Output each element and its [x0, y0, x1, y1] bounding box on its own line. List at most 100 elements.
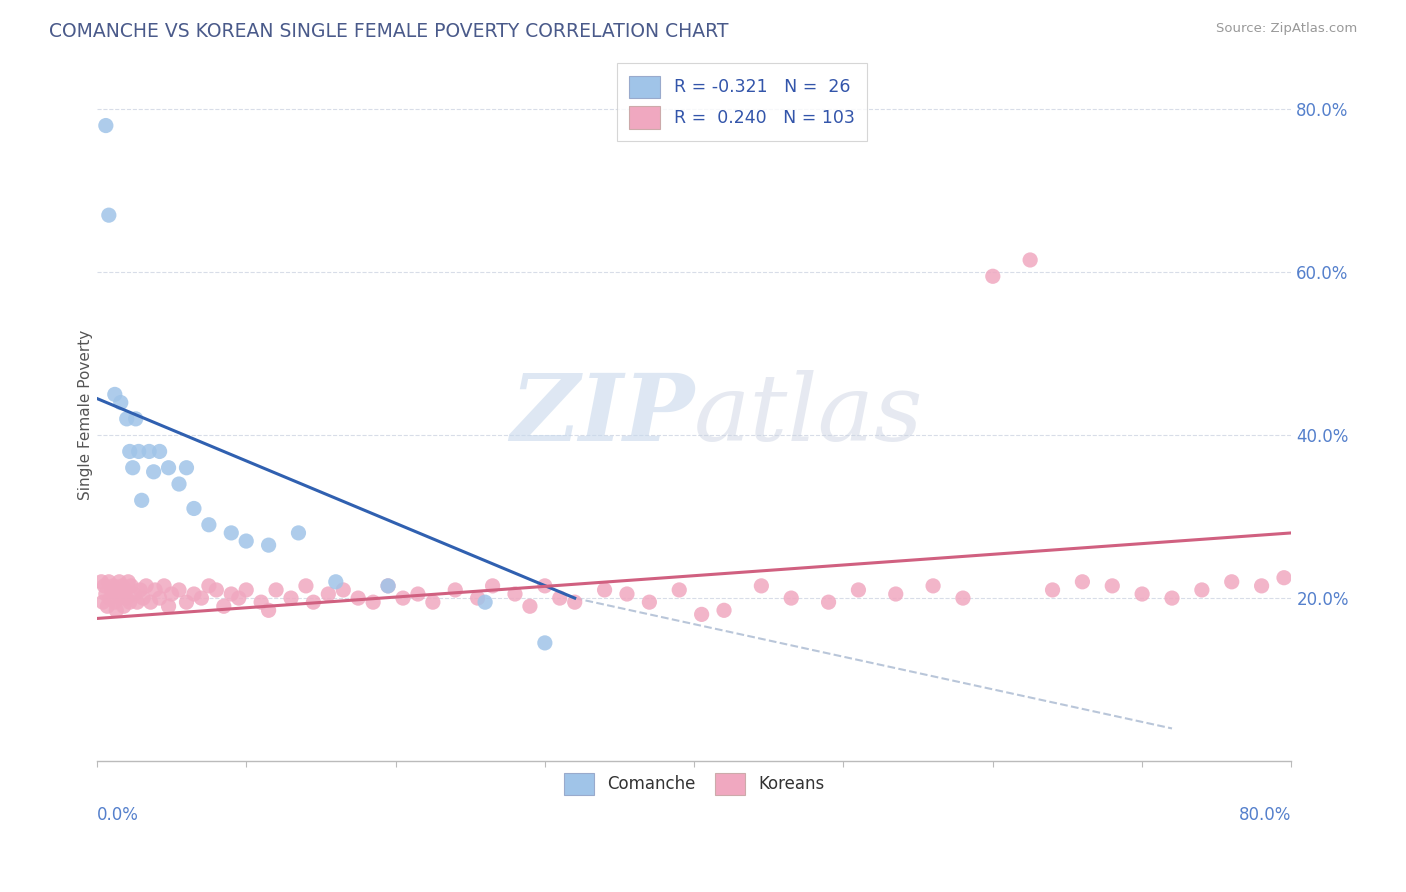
Point — [176, 460, 198, 475]
Point — [235, 582, 257, 597]
Point — [1340, 595, 1362, 609]
Text: COMANCHE VS KOREAN SINGLE FEMALE POVERTY CORRELATION CHART: COMANCHE VS KOREAN SINGLE FEMALE POVERTY… — [49, 22, 728, 41]
Point — [101, 582, 124, 597]
Point — [534, 636, 557, 650]
Point — [780, 591, 803, 606]
Point — [219, 525, 242, 540]
Point — [93, 579, 115, 593]
Text: ZIP: ZIP — [510, 370, 695, 459]
Point — [548, 591, 571, 606]
Point — [952, 591, 974, 606]
Point — [1272, 571, 1295, 585]
Point — [167, 477, 190, 491]
Point — [105, 603, 128, 617]
Text: 0.0%: 0.0% — [97, 805, 139, 824]
Point — [503, 587, 526, 601]
Point — [157, 599, 180, 614]
Point — [103, 579, 125, 593]
Point — [160, 587, 183, 601]
Point — [1130, 587, 1153, 601]
Point — [128, 444, 150, 458]
Point — [104, 387, 127, 401]
Point — [97, 574, 120, 589]
Point — [122, 587, 145, 601]
Point — [668, 582, 690, 597]
Point — [91, 595, 114, 609]
Point — [108, 574, 131, 589]
Point — [1042, 582, 1064, 597]
Text: atlas: atlas — [695, 370, 924, 459]
Point — [534, 579, 557, 593]
Point — [392, 591, 415, 606]
Text: 80.0%: 80.0% — [1239, 805, 1292, 824]
Point — [167, 582, 190, 597]
Point — [1392, 574, 1406, 589]
Point — [444, 582, 467, 597]
Point — [347, 591, 370, 606]
Point — [981, 269, 1004, 284]
Point — [94, 119, 117, 133]
Point — [257, 538, 280, 552]
Point — [406, 587, 429, 601]
Point — [1191, 582, 1213, 597]
Point — [1019, 252, 1042, 267]
Point — [235, 534, 257, 549]
Point — [519, 599, 541, 614]
Point — [90, 574, 112, 589]
Point — [287, 525, 309, 540]
Point — [138, 444, 160, 458]
Point — [110, 395, 132, 409]
Point — [205, 582, 228, 597]
Point — [616, 587, 638, 601]
Point — [564, 595, 586, 609]
Point — [361, 595, 384, 609]
Point — [111, 579, 134, 593]
Legend: Comanche, Koreans: Comanche, Koreans — [557, 766, 831, 801]
Point — [149, 444, 172, 458]
Point — [1220, 574, 1243, 589]
Point — [422, 595, 444, 609]
Point — [118, 595, 141, 609]
Point — [332, 582, 354, 597]
Point — [377, 579, 399, 593]
Point — [228, 591, 250, 606]
Point — [219, 587, 242, 601]
Point — [848, 582, 870, 597]
Point — [115, 591, 138, 606]
Point — [190, 591, 212, 606]
Point — [884, 587, 907, 601]
Point — [125, 412, 148, 426]
Point — [127, 595, 149, 609]
Point — [1101, 579, 1123, 593]
Point — [713, 603, 735, 617]
Point — [114, 582, 136, 597]
Point — [1378, 587, 1400, 601]
Point — [157, 460, 180, 475]
Point — [121, 460, 143, 475]
Point — [295, 579, 318, 593]
Point — [325, 574, 347, 589]
Point — [264, 582, 287, 597]
Point — [120, 579, 142, 593]
Point — [922, 579, 945, 593]
Point — [131, 493, 153, 508]
Point — [377, 579, 399, 593]
Point — [302, 595, 325, 609]
Point — [751, 579, 773, 593]
Point — [143, 582, 166, 597]
Point — [1250, 579, 1272, 593]
Point — [117, 574, 139, 589]
Point — [118, 444, 141, 458]
Point — [1295, 591, 1317, 606]
Point — [96, 599, 118, 614]
Point — [638, 595, 661, 609]
Point — [176, 595, 198, 609]
Point — [817, 595, 839, 609]
Point — [212, 599, 235, 614]
Point — [690, 607, 713, 622]
Point — [593, 582, 616, 597]
Point — [1071, 574, 1094, 589]
Point — [1161, 591, 1184, 606]
Point — [112, 599, 135, 614]
Point — [94, 587, 117, 601]
